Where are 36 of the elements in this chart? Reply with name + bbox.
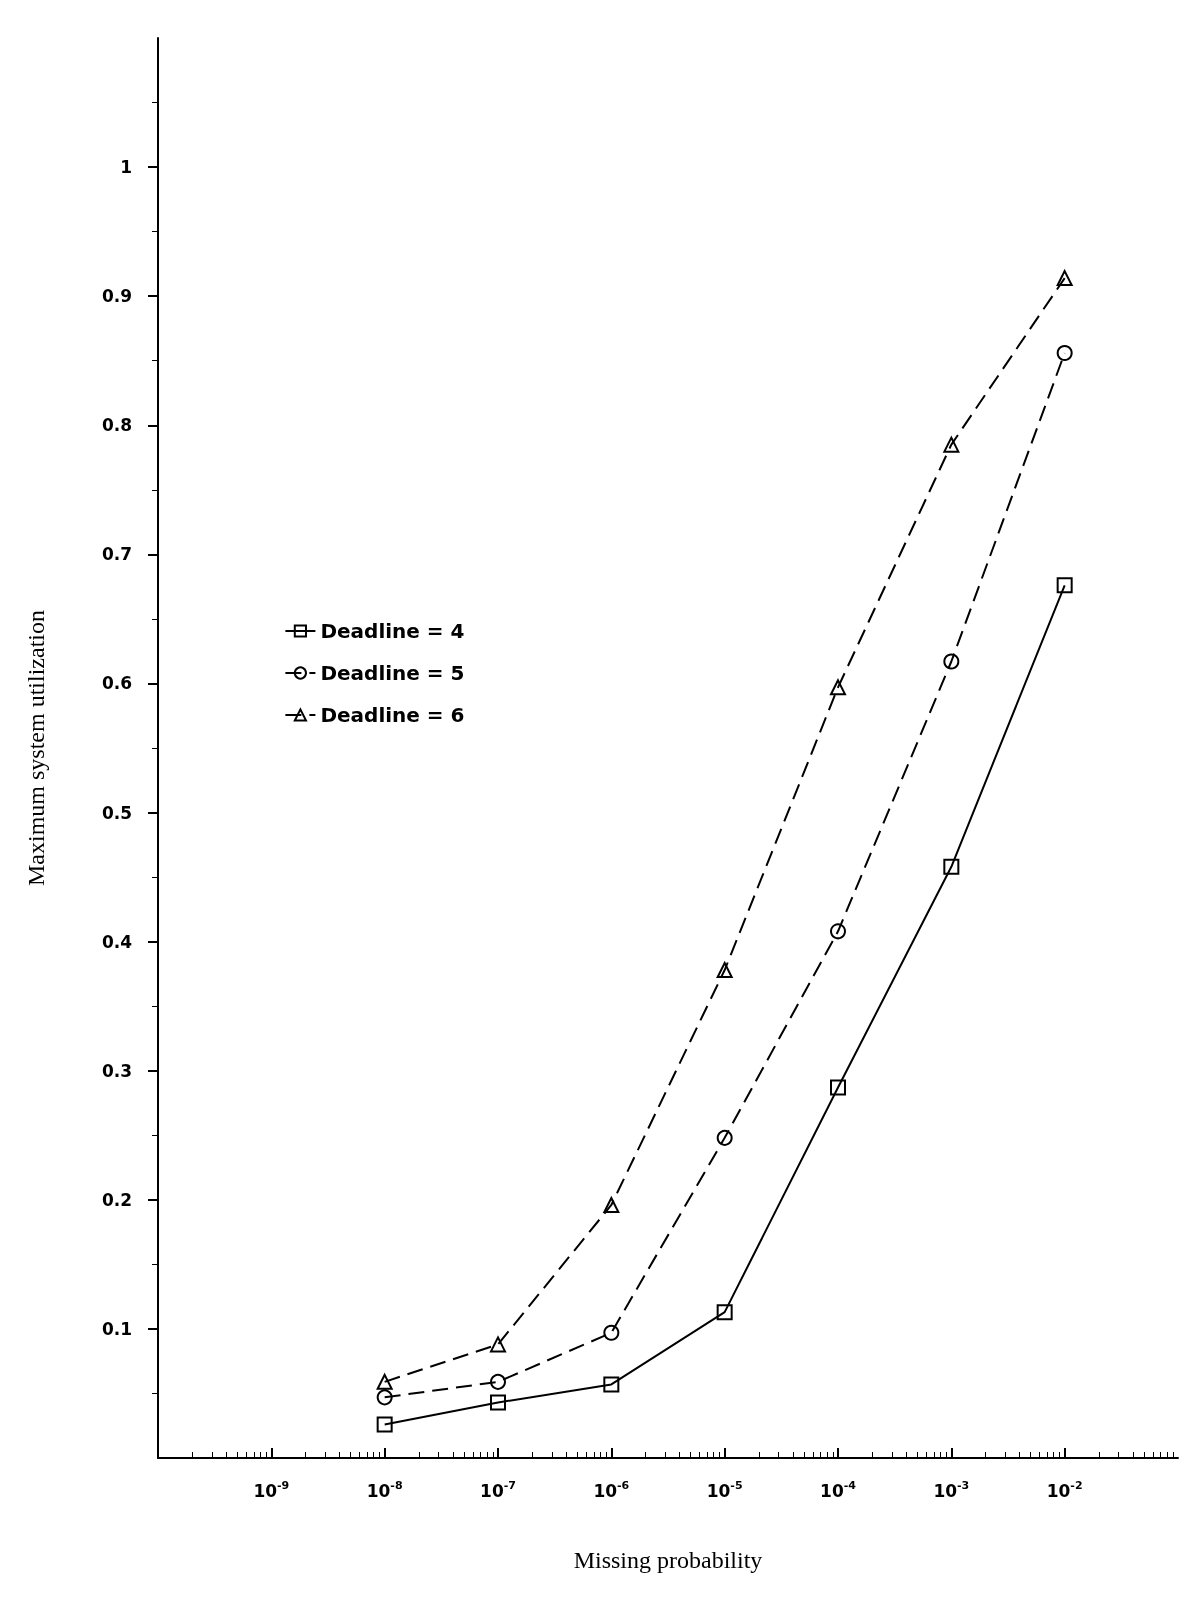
legend-label: Deadline = 6 [320, 703, 465, 727]
y-tick-label: 0.6 [101, 673, 132, 694]
point [1056, 577, 1073, 594]
point [716, 1129, 733, 1146]
y-tick-label: 0.9 [101, 286, 132, 307]
point [716, 1304, 733, 1321]
y-tick-label: 0.2 [101, 1189, 132, 1210]
legend-label: Deadline = 5 [320, 661, 465, 685]
point [943, 436, 960, 453]
point [490, 1373, 506, 1390]
point [603, 1196, 620, 1213]
point [1056, 270, 1073, 287]
y-tick-label: 1 [120, 157, 132, 178]
x-axis-title: Missing probability [573, 1547, 763, 1573]
point [943, 653, 960, 670]
point [376, 1389, 393, 1406]
y-tick-label: 0.7 [101, 544, 132, 565]
y-tick-label: 0.4 [101, 931, 133, 952]
point [376, 1373, 393, 1390]
y-tick-label: 0.8 [101, 415, 132, 436]
point [943, 858, 960, 875]
point [1056, 344, 1073, 361]
legend-label: Deadline = 4 [320, 619, 465, 643]
point [490, 1394, 506, 1411]
point [490, 1336, 506, 1353]
y-axis-title: Maximum system utilization [23, 610, 49, 886]
point [376, 1416, 393, 1433]
point [716, 962, 733, 979]
point [830, 1079, 846, 1096]
y-tick-label: 0.5 [101, 802, 132, 823]
point [603, 1324, 620, 1341]
point [830, 679, 846, 696]
y-tick-label: 0.1 [101, 1318, 132, 1339]
y-tick-label: 0.3 [101, 1060, 132, 1081]
point [603, 1376, 620, 1393]
point [830, 923, 846, 940]
